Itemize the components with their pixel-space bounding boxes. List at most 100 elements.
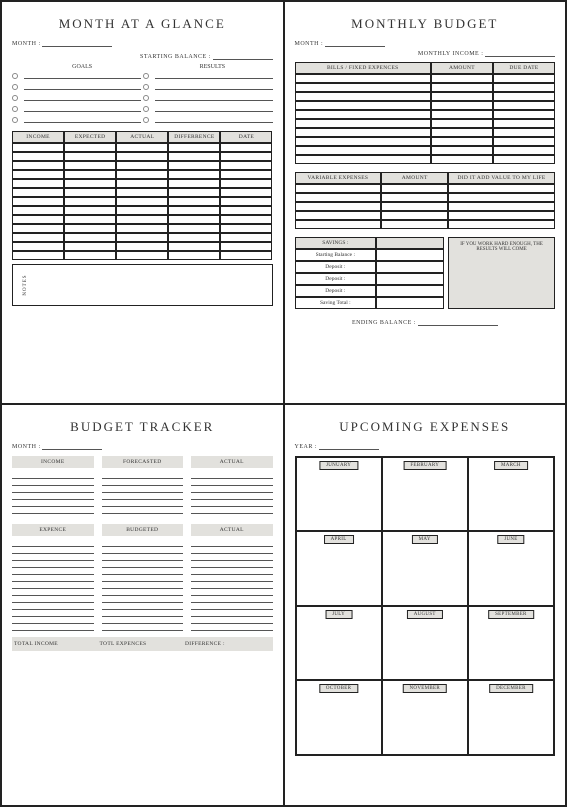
table-cell[interactable] (116, 215, 168, 224)
tracker-line[interactable] (191, 603, 273, 610)
table-cell[interactable] (381, 202, 448, 211)
table-cell[interactable] (295, 220, 382, 229)
tracker-line[interactable] (102, 575, 184, 582)
table-cell[interactable] (12, 188, 64, 197)
table-cell[interactable] (64, 170, 116, 179)
table-cell[interactable] (493, 128, 555, 137)
table-cell[interactable] (295, 193, 382, 202)
table-cell[interactable] (295, 101, 431, 110)
goal-line[interactable] (24, 73, 141, 79)
result-line[interactable] (155, 106, 272, 112)
table-cell[interactable] (116, 170, 168, 179)
table-cell[interactable] (168, 206, 220, 215)
table-cell[interactable] (64, 251, 116, 260)
table-cell[interactable] (220, 188, 272, 197)
table-cell[interactable] (64, 242, 116, 251)
table-cell[interactable] (431, 74, 493, 83)
table-cell[interactable] (168, 170, 220, 179)
table-cell[interactable] (493, 110, 555, 119)
table-cell[interactable] (431, 119, 493, 128)
tracker-line[interactable] (102, 479, 184, 486)
tracker-line[interactable] (191, 589, 273, 596)
table-cell[interactable] (220, 152, 272, 161)
table-cell[interactable] (116, 143, 168, 152)
month-cell[interactable]: JULY (296, 606, 382, 681)
tracker-line[interactable] (12, 547, 94, 554)
tracker-line[interactable] (102, 589, 184, 596)
tracker-line[interactable] (102, 610, 184, 617)
table-cell[interactable] (64, 206, 116, 215)
table-cell[interactable] (168, 197, 220, 206)
table-cell[interactable] (116, 188, 168, 197)
table-cell[interactable] (116, 242, 168, 251)
goal-bullet[interactable] (12, 84, 18, 90)
table-cell[interactable] (220, 242, 272, 251)
table-cell[interactable] (64, 179, 116, 188)
ending-balance-line[interactable] (418, 319, 498, 326)
table-cell[interactable] (12, 152, 64, 161)
tracker-line[interactable] (12, 540, 94, 547)
result-bullet[interactable] (143, 95, 149, 101)
table-cell[interactable] (448, 193, 555, 202)
table-cell[interactable] (448, 220, 555, 229)
table-cell[interactable] (381, 193, 448, 202)
table-cell[interactable] (431, 128, 493, 137)
tracker-line[interactable] (12, 575, 94, 582)
table-cell[interactable] (220, 170, 272, 179)
table-cell[interactable] (295, 202, 382, 211)
table-cell[interactable] (220, 197, 272, 206)
tracker-line[interactable] (12, 624, 94, 631)
notes-box[interactable]: NOTES (12, 264, 273, 306)
tracker-line[interactable] (12, 554, 94, 561)
tracker-line[interactable] (191, 486, 273, 493)
q3-month-line[interactable] (42, 443, 102, 450)
tracker-line[interactable] (102, 472, 184, 479)
table-cell[interactable] (431, 92, 493, 101)
savings-row-value[interactable] (376, 249, 444, 261)
table-cell[interactable] (220, 179, 272, 188)
result-bullet[interactable] (143, 117, 149, 123)
goal-bullet[interactable] (12, 106, 18, 112)
table-cell[interactable] (493, 92, 555, 101)
table-cell[interactable] (168, 152, 220, 161)
table-cell[interactable] (12, 224, 64, 233)
tracker-line[interactable] (191, 493, 273, 500)
month-cell[interactable]: APRIL (296, 531, 382, 606)
tracker-line[interactable] (191, 507, 273, 514)
tracker-line[interactable] (12, 603, 94, 610)
table-cell[interactable] (220, 206, 272, 215)
tracker-line[interactable] (191, 540, 273, 547)
savings-row-value[interactable] (376, 273, 444, 285)
table-cell[interactable] (220, 161, 272, 170)
table-cell[interactable] (431, 101, 493, 110)
table-cell[interactable] (64, 224, 116, 233)
table-cell[interactable] (12, 215, 64, 224)
tracker-line[interactable] (102, 568, 184, 575)
month-cell[interactable]: AUGUST (382, 606, 468, 681)
year-line[interactable] (319, 443, 379, 450)
starting-balance-line[interactable] (213, 53, 273, 60)
tracker-line[interactable] (102, 624, 184, 631)
table-cell[interactable] (168, 224, 220, 233)
table-cell[interactable] (116, 197, 168, 206)
tracker-line[interactable] (191, 500, 273, 507)
result-bullet[interactable] (143, 84, 149, 90)
table-cell[interactable] (12, 179, 64, 188)
table-cell[interactable] (116, 251, 168, 260)
tracker-line[interactable] (12, 589, 94, 596)
tracker-line[interactable] (102, 582, 184, 589)
tracker-line[interactable] (12, 493, 94, 500)
month-input-line[interactable] (42, 40, 112, 47)
table-cell[interactable] (448, 184, 555, 193)
table-cell[interactable] (12, 197, 64, 206)
monthly-income-line[interactable] (485, 50, 555, 57)
table-cell[interactable] (431, 110, 493, 119)
table-cell[interactable] (220, 251, 272, 260)
tracker-line[interactable] (12, 610, 94, 617)
month-cell[interactable]: MAY (382, 531, 468, 606)
month-cell[interactable]: MARCH (468, 457, 554, 532)
table-cell[interactable] (64, 152, 116, 161)
table-cell[interactable] (381, 184, 448, 193)
tracker-line[interactable] (191, 596, 273, 603)
tracker-line[interactable] (191, 617, 273, 624)
